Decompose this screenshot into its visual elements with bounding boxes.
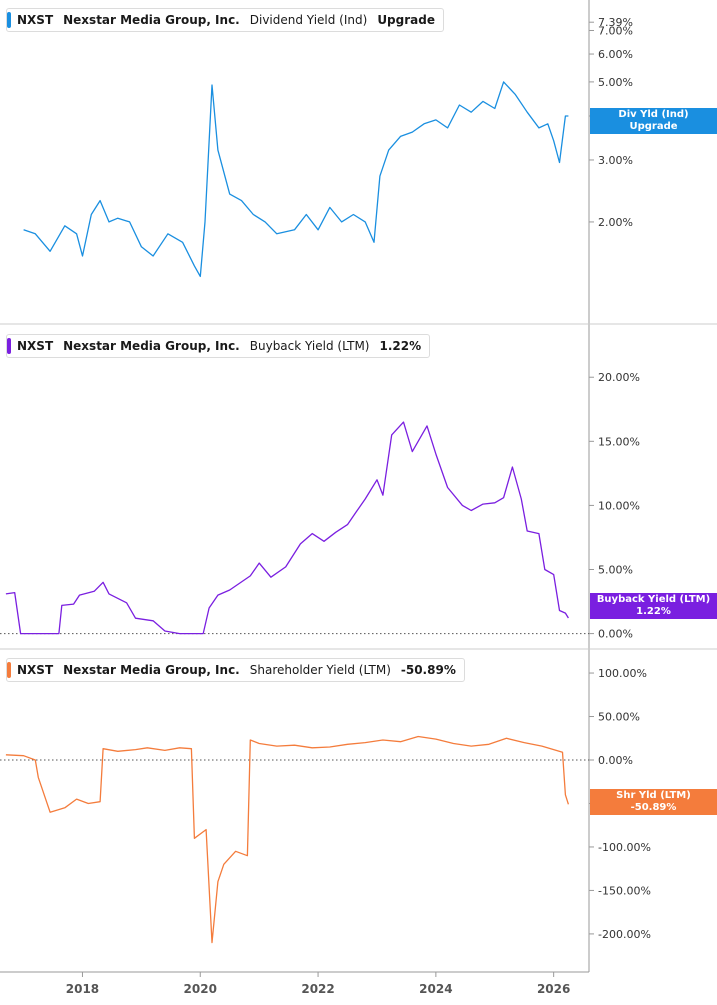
tag-line: Shr Yld (LTM) bbox=[616, 790, 691, 801]
y-tick-label: 0.00% bbox=[598, 628, 633, 641]
y-tick-label: 15.00% bbox=[598, 435, 640, 448]
company-name: Nexstar Media Group, Inc. bbox=[63, 339, 240, 353]
dividend-series-line bbox=[23, 81, 569, 278]
y-tick-label: 10.00% bbox=[598, 499, 640, 512]
x-tick-label: 2022 bbox=[301, 982, 334, 996]
y-tick-label: 7.39% bbox=[598, 16, 633, 29]
tag-line: 1.22% bbox=[636, 606, 671, 617]
tag-line: -50.89% bbox=[630, 802, 677, 813]
x-tick-label: 2020 bbox=[184, 982, 217, 996]
y-tick-label: -200.00% bbox=[598, 928, 651, 941]
y-tick-label: 0.00% bbox=[598, 754, 633, 767]
panel-header-shareholder[interactable]: NXST Nexstar Media Group, Inc. Sharehold… bbox=[6, 658, 465, 682]
company-name: Nexstar Media Group, Inc. bbox=[63, 13, 240, 27]
y-tick-label: 5.00% bbox=[598, 76, 633, 89]
company-name: Nexstar Media Group, Inc. bbox=[63, 663, 240, 677]
buyback-value-tag: Buyback Yield (LTM) 1.22% bbox=[590, 593, 717, 619]
shareholder-value-tag: Shr Yld (LTM) -50.89% bbox=[590, 789, 717, 815]
buyback-series-line bbox=[5, 421, 569, 635]
x-tick-label: 2024 bbox=[419, 982, 452, 996]
y-tick-label: 5.00% bbox=[598, 564, 633, 577]
metric-value[interactable]: Upgrade bbox=[377, 13, 435, 27]
dividend-value-tag: Div Yld (Ind) Upgrade bbox=[590, 108, 717, 134]
buyback-swatch bbox=[7, 338, 11, 354]
y-tick-label: 50.00% bbox=[598, 711, 640, 724]
panel-header-dividend[interactable]: NXST Nexstar Media Group, Inc. Dividend … bbox=[6, 8, 444, 32]
y-tick-label: 2.00% bbox=[598, 216, 633, 229]
panel-header-buyback[interactable]: NXST Nexstar Media Group, Inc. Buyback Y… bbox=[6, 334, 431, 358]
ticker-label: NXST bbox=[17, 13, 54, 27]
x-tick-label: 2026 bbox=[537, 982, 570, 996]
y-tick-label: 7.00% bbox=[598, 24, 633, 37]
metric-name: Dividend Yield (Ind) bbox=[249, 13, 368, 27]
ticker-label: NXST bbox=[17, 339, 54, 353]
y-tick-label: 20.00% bbox=[598, 371, 640, 384]
tag-line: Div Yld (Ind) bbox=[618, 109, 689, 120]
tag-line: Upgrade bbox=[629, 121, 678, 132]
y-tick-label: 3.00% bbox=[598, 154, 633, 167]
metric-name: Shareholder Yield (LTM) bbox=[249, 663, 391, 677]
shareholder-swatch bbox=[7, 662, 11, 678]
ticker-label: NXST bbox=[17, 663, 54, 677]
y-tick-label: -100.00% bbox=[598, 841, 651, 854]
metric-value: 1.22% bbox=[379, 339, 422, 353]
x-tick-label: 2018 bbox=[66, 982, 99, 996]
tag-line: Buyback Yield (LTM) bbox=[596, 594, 711, 605]
metric-value: -50.89% bbox=[400, 663, 456, 677]
y-tick-label: -150.00% bbox=[598, 884, 651, 897]
metric-name: Buyback Yield (LTM) bbox=[249, 339, 370, 353]
y-tick-label: 6.00% bbox=[598, 48, 633, 61]
dividend-swatch bbox=[7, 12, 11, 28]
y-tick-label: 100.00% bbox=[598, 667, 647, 680]
shareholder-series-line bbox=[5, 735, 570, 944]
